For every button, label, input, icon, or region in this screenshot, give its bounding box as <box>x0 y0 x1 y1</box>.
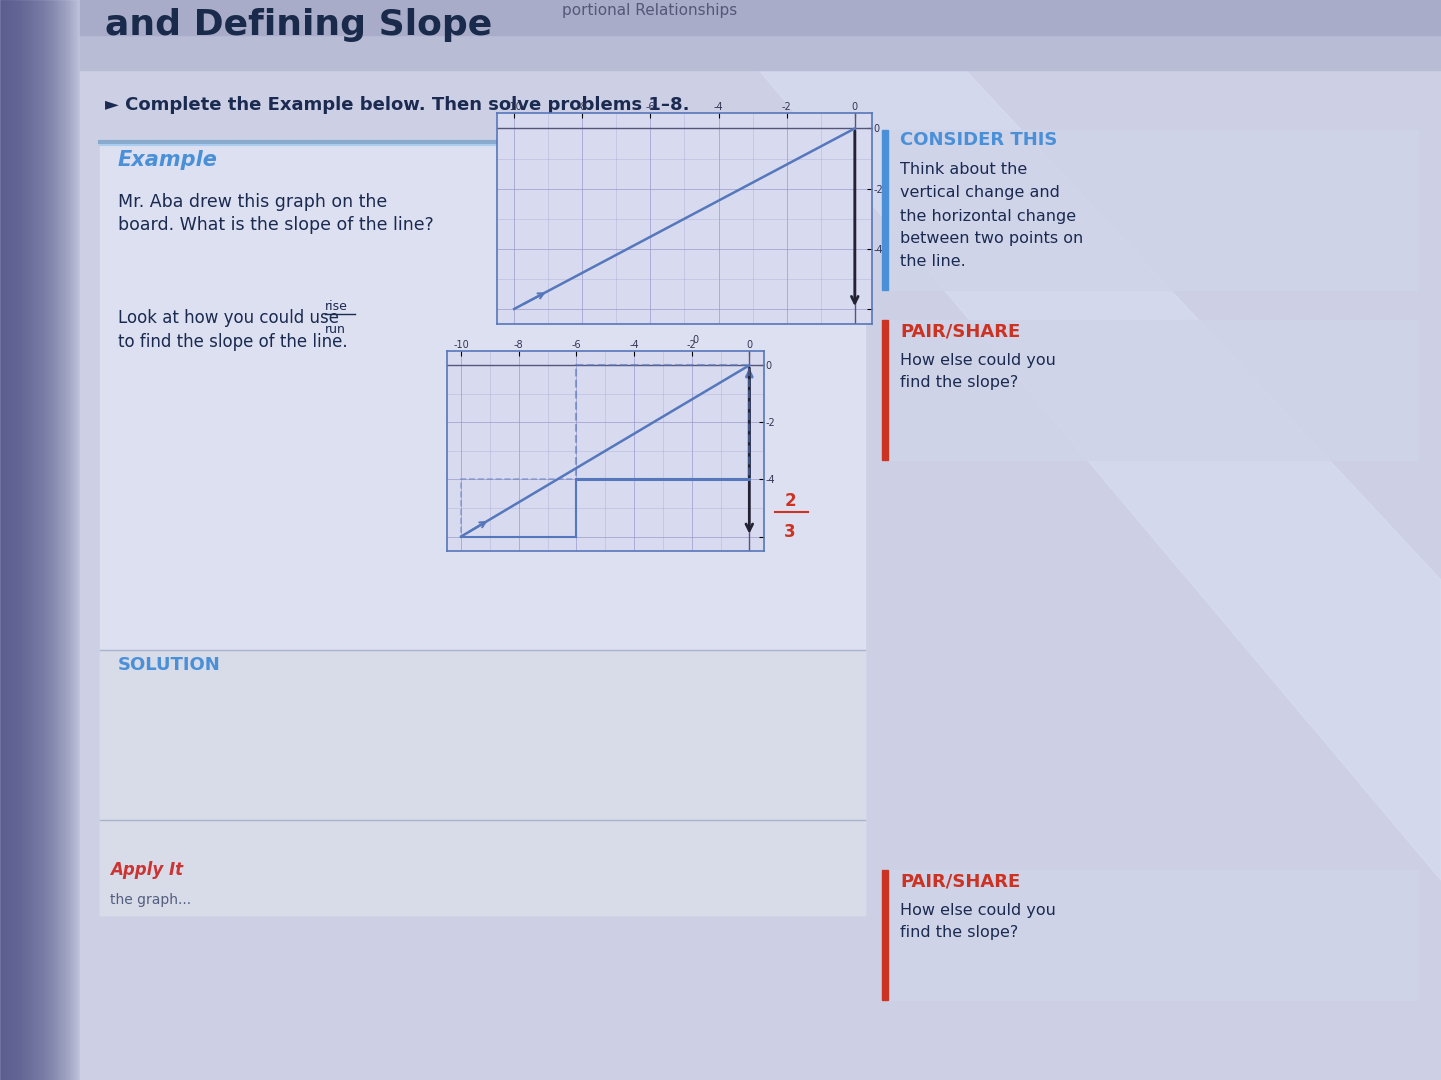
Text: CONSIDER THIS: CONSIDER THIS <box>901 131 1058 149</box>
Text: vertical change and: vertical change and <box>901 186 1061 201</box>
Text: rise: rise <box>696 500 728 515</box>
Text: run: run <box>697 526 726 541</box>
Bar <box>576 365 749 480</box>
Bar <box>99 650 865 915</box>
Text: PAIR/SHARE: PAIR/SHARE <box>901 873 1020 891</box>
Text: 0: 0 <box>692 335 697 345</box>
Bar <box>461 480 576 537</box>
Text: the line.: the line. <box>901 255 965 270</box>
Text: 3: 3 <box>784 523 795 541</box>
Text: 2: 2 <box>784 492 795 510</box>
Bar <box>882 130 888 291</box>
Text: How else could you: How else could you <box>901 352 1056 367</box>
Text: PAIR/SHARE: PAIR/SHARE <box>901 323 1020 341</box>
Polygon shape <box>350 0 1441 880</box>
Text: Think about the: Think about the <box>901 162 1027 177</box>
Bar <box>200 0 1441 480</box>
Text: the horizontal change: the horizontal change <box>901 208 1076 224</box>
Bar <box>882 870 888 1000</box>
Text: =: = <box>744 513 761 531</box>
Text: and Defining Slope: and Defining Slope <box>105 8 493 42</box>
Text: Look at how you could use: Look at how you could use <box>118 309 339 327</box>
Text: portional Relationships: portional Relationships <box>562 2 738 17</box>
Text: board. What is the slope of the line?: board. What is the slope of the line? <box>118 216 434 234</box>
Bar <box>888 870 1418 1000</box>
Text: Apply It: Apply It <box>110 861 183 879</box>
Text: to find the slope of the line.: to find the slope of the line. <box>118 333 347 351</box>
Bar <box>888 130 1418 291</box>
Text: Mr. Aba drew this graph on the: Mr. Aba drew this graph on the <box>118 193 388 211</box>
Text: find the slope?: find the slope? <box>901 375 1019 390</box>
Text: rise: rise <box>326 300 347 313</box>
Bar <box>81 0 1441 70</box>
Bar <box>81 0 1441 35</box>
Text: How else could you: How else could you <box>901 903 1056 918</box>
Text: SOLUTION: SOLUTION <box>118 656 220 674</box>
Text: find the slope?: find the slope? <box>901 924 1019 940</box>
Text: ► Complete the Example below. Then solve problems 1–8.: ► Complete the Example below. Then solve… <box>105 96 689 114</box>
Bar <box>200 0 1441 380</box>
Text: between two points on: between two points on <box>901 231 1084 246</box>
Bar <box>99 145 865 915</box>
Text: Example: Example <box>118 150 218 170</box>
Bar <box>888 320 1418 460</box>
Text: run: run <box>326 323 346 336</box>
Text: the graph...: the graph... <box>110 893 192 907</box>
Bar <box>882 320 888 460</box>
